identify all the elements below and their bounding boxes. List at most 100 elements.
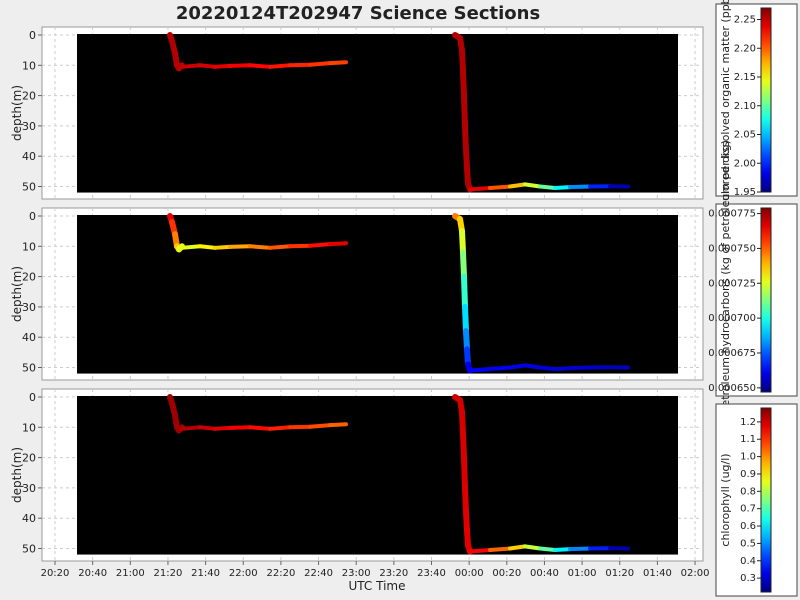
panel-1: 0 10 20 30 40 50 depth(m) 1.95 2.00 2.05 2.10 2.15 2…: [10, 0, 798, 207]
y-tick-label: 0: [29, 210, 36, 223]
colorbar-tick-label: 1.95: [734, 187, 756, 198]
colorbar-tick-label: 2.00: [734, 158, 756, 169]
colorbar-tick-label: 0.000725: [708, 278, 756, 289]
y-tick-label: 40: [22, 331, 36, 344]
data-track-shelf1: [268, 425, 292, 431]
colorbar-tick-label: 2.20: [734, 43, 756, 54]
x-tick-label: 21:20: [154, 568, 183, 579]
data-track-shelf2: [488, 184, 512, 191]
y-tick-label: 50: [22, 362, 36, 375]
x-tick-label: 02:00: [681, 568, 710, 579]
data-track-shelf2: [538, 546, 557, 553]
colorbar-tick-label: 2.05: [734, 130, 756, 141]
colorbar-tick-label: 0.4: [740, 556, 756, 567]
colorbar-frame: [715, 403, 798, 597]
data-track-shelf2: [538, 365, 557, 372]
y-tick-label: 10: [22, 240, 36, 253]
y-tick-label: 30: [22, 120, 36, 133]
data-track-shelf1: [198, 63, 217, 69]
data-track-shelf2: [568, 546, 592, 552]
data-track-cast2: [462, 484, 469, 516]
data-track-shelf2: [523, 182, 542, 189]
data-track-shelf1: [248, 63, 272, 69]
data-track-shelf1: [308, 242, 332, 248]
data-track-shelf2: [468, 186, 492, 192]
data-track-shelf1: [228, 244, 252, 249]
data-track-shelf1: [228, 425, 252, 430]
colorbar-tick-label: 0.000750: [708, 243, 756, 254]
data-track-shelf2: [538, 184, 557, 191]
y-tick-label: 40: [22, 512, 36, 525]
colorbar-tick-label: 2.10: [734, 101, 756, 112]
data-track-shelf2: [553, 547, 572, 553]
colorbar-tick-label: 1.2: [740, 417, 756, 428]
colorbar-tick-label: 0.9: [740, 469, 756, 480]
x-axis-label: UTC Time: [349, 579, 406, 593]
data-track-shelf1: [213, 244, 232, 250]
data-track-shelf1: [228, 63, 252, 68]
colorbar-label: chlorophyll (ug/l): [719, 453, 732, 546]
data-track-shelf2: [508, 363, 527, 370]
y-tick-label: 10: [22, 59, 36, 72]
colorbar-tick-label: 2.25: [734, 15, 756, 26]
data-track-shelf1: [180, 244, 202, 250]
data-track-cast2: [463, 328, 470, 353]
colorbar-tick-label: 0.7: [740, 504, 756, 515]
data-track-shelf2: [468, 367, 492, 373]
data-track-shelf2: [488, 546, 512, 553]
x-tick-label: 20:40: [78, 568, 107, 579]
data-track-shelf1: [248, 425, 272, 431]
data-track-cast2: [461, 454, 468, 491]
data-track-shelf1: [268, 244, 292, 250]
data-track-cast2: [463, 147, 470, 172]
x-tick-label: 22:20: [266, 568, 295, 579]
data-track-shelf1: [180, 63, 202, 69]
data-track-shelf2: [488, 365, 512, 372]
data-track-shelf1: [268, 63, 292, 69]
y-tick-label: 20: [22, 452, 36, 465]
colorbar-tick-label: 0.5: [740, 538, 756, 549]
panel-3: 0 10 20 30 40 50 depth(m) 0.3 0.4 0.5 0.6 0.7 0.8 0.9…: [10, 388, 798, 597]
data-track-shelf1: [328, 422, 348, 428]
data-track-shelf1: [308, 61, 332, 67]
colorbar-label: WL UVA petroleum hydrocarbons (kg of pet…: [719, 140, 732, 460]
data-coverage-region: [77, 215, 678, 374]
x-tick-label: 00:40: [530, 568, 559, 579]
y-tick-label: 10: [22, 421, 36, 434]
x-tick-label: 21:40: [191, 568, 220, 579]
x-tick-label: 01:00: [568, 568, 597, 579]
x-tick-label: 23:20: [379, 568, 408, 579]
y-axis-label: depth(m): [10, 85, 24, 141]
colorbar-tick-label: 1.0: [740, 452, 756, 463]
data-track-shelf1: [198, 244, 217, 250]
data-track-cast2: [461, 92, 468, 129]
data-track-cast2: [462, 303, 469, 335]
x-tick-label: 00:20: [492, 568, 521, 579]
data-track-cast2: [463, 509, 470, 534]
x-tick-label: 22:00: [229, 568, 258, 579]
data-track-shelf1: [198, 425, 217, 431]
colorbar-frame: [715, 203, 798, 397]
data-track-cast2: [459, 47, 466, 75]
panel-2: 0 10 20 30 40 50 depth(m) 0.000650 0.000675 0.000…: [10, 140, 798, 460]
data-track-cast2: [461, 273, 468, 310]
data-track-shelf2: [553, 185, 572, 191]
x-tick-label: 01:20: [605, 568, 634, 579]
data-track-shelf1: [288, 424, 312, 430]
data-track-cast2: [462, 122, 469, 154]
colorbar-tick-label: 0.6: [740, 521, 756, 532]
y-axis-label: depth(m): [10, 266, 24, 322]
x-tick-label: 21:00: [116, 568, 145, 579]
colorbar: [760, 7, 772, 193]
y-tick-label: 30: [22, 482, 36, 495]
colorbar-label: colored dissolved organic matter (ppb): [719, 0, 732, 207]
x-tick-label: 23:40: [417, 568, 446, 579]
x-tick-label: 00:00: [455, 568, 484, 579]
y-tick-label: 0: [29, 29, 36, 42]
data-track-shelf2: [468, 548, 492, 554]
y-tick-label: 0: [29, 391, 36, 404]
data-track-shelf1: [328, 241, 348, 247]
colorbar-frame: [715, 3, 798, 197]
data-track-shelf1: [213, 63, 232, 69]
data-track-shelf2: [523, 363, 542, 370]
